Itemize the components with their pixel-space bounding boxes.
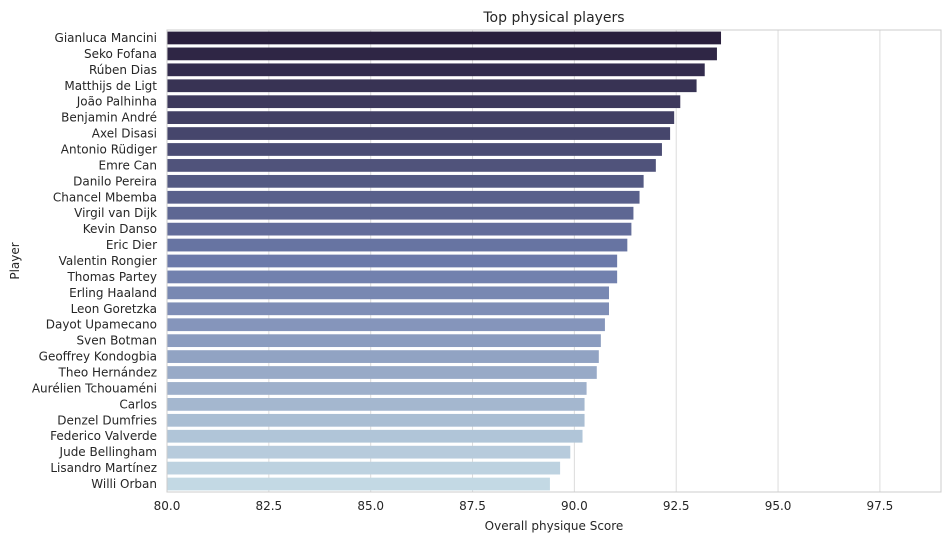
y-tick-label: Virgil van Dijk xyxy=(74,206,157,220)
x-tick-labels: 80.0 82.5 85.0 87.5 90.0 92.5 95.0 97.5 xyxy=(154,499,894,513)
y-tick-label: Federico Valverde xyxy=(50,429,157,443)
bar xyxy=(167,63,705,77)
bar xyxy=(167,174,644,188)
bar xyxy=(167,111,675,124)
bar xyxy=(167,31,722,45)
y-tick-label: Jude Bellingham xyxy=(59,445,157,459)
x-tick-label: 95.0 xyxy=(765,499,792,513)
chart-title: Top physical players xyxy=(482,10,624,26)
bar xyxy=(167,238,628,252)
y-tick-label: Gianluca Mancini xyxy=(55,31,157,45)
y-tick-label: Valentin Rongier xyxy=(59,254,157,268)
x-tick-label: 90.0 xyxy=(561,499,588,513)
bar xyxy=(167,429,583,443)
bar xyxy=(167,143,662,156)
y-tick-label: Leon Goretzka xyxy=(71,302,157,316)
y-tick-label: Seko Fofana xyxy=(84,47,157,61)
bar xyxy=(167,222,632,236)
bar xyxy=(167,95,681,109)
x-tick-label: 92.5 xyxy=(663,499,690,513)
bar xyxy=(167,159,656,172)
bar xyxy=(167,270,618,284)
x-tick-label: 97.5 xyxy=(867,499,894,513)
y-tick-labels: Gianluca Mancini Seko Fofana Rúben Dias Mat… xyxy=(32,31,157,491)
y-tick-label: Benjamin André xyxy=(61,111,157,125)
bars xyxy=(167,31,722,491)
y-tick-label: Dayot Upamecano xyxy=(46,318,157,332)
bar xyxy=(167,286,609,300)
bar xyxy=(167,382,587,395)
bar xyxy=(167,302,609,316)
bar xyxy=(167,47,717,61)
y-tick-label: Thomas Partey xyxy=(66,270,157,284)
bar xyxy=(167,413,585,427)
y-tick-label: Rúben Dias xyxy=(89,63,157,77)
bar xyxy=(167,445,571,459)
bar xyxy=(167,477,550,491)
x-tick-label: 87.5 xyxy=(459,499,486,513)
bar xyxy=(167,190,640,204)
y-tick-label: Carlos xyxy=(119,397,157,411)
bar xyxy=(167,318,605,332)
y-tick-label: Theo Hernández xyxy=(58,366,157,380)
bar xyxy=(167,461,561,475)
y-tick-label: Geoffrey Kondogbia xyxy=(39,350,157,364)
bar xyxy=(167,206,634,220)
plot-frame xyxy=(166,29,942,493)
y-tick-label: Danilo Pereira xyxy=(73,174,157,188)
y-tick-label: Kevin Danso xyxy=(83,222,157,236)
y-axis-label: Player xyxy=(8,242,22,279)
y-tick-label: Chancel Mbemba xyxy=(53,190,157,204)
y-tick-label: Aurélien Tchouaméni xyxy=(32,381,157,395)
y-tick-label: Matthijs de Ligt xyxy=(64,79,157,93)
y-tick-label: João Palhinha xyxy=(76,95,157,109)
bar xyxy=(167,127,671,140)
y-tick-label: Antonio Rüdiger xyxy=(61,142,157,156)
bar xyxy=(167,366,597,379)
x-tick-label: 82.5 xyxy=(255,499,282,513)
bar xyxy=(167,79,697,93)
bar xyxy=(167,334,601,348)
bar xyxy=(167,350,599,363)
y-tick-label: Emre Can xyxy=(99,158,157,172)
x-tick-label: 80.0 xyxy=(154,499,181,513)
x-axis-label: Overall physique Score xyxy=(485,519,624,533)
bar xyxy=(167,398,585,411)
y-tick-label: Eric Dier xyxy=(106,238,157,252)
y-tick-label: Axel Disasi xyxy=(92,127,157,141)
bar xyxy=(167,254,618,268)
y-tick-label: Denzel Dumfries xyxy=(57,413,157,427)
y-tick-label: Sven Botman xyxy=(77,334,157,348)
y-tick-label: Lisandro Martínez xyxy=(50,461,157,475)
y-tick-label: Erling Haaland xyxy=(69,286,157,300)
y-tick-label: Willi Orban xyxy=(91,477,157,491)
x-tick-label: 85.0 xyxy=(357,499,384,513)
